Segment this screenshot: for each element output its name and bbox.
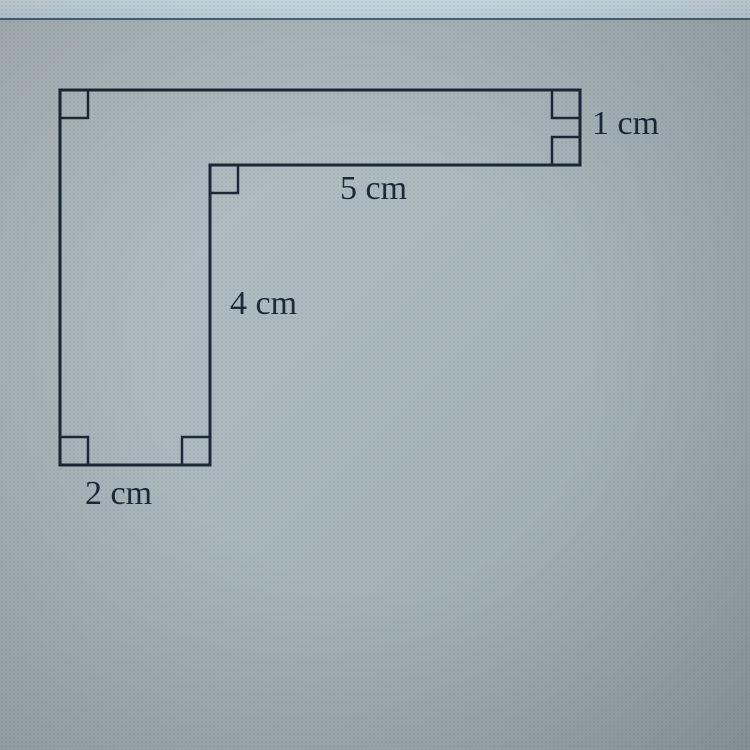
right-angle-marker: [210, 165, 238, 193]
right-angle-marker: [552, 137, 580, 165]
diagram-container: 1 cm 5 cm 4 cm 2 cm: [30, 60, 680, 600]
right-angle-marker: [182, 437, 210, 465]
label-top-inner: 5 cm: [340, 170, 407, 208]
geometry-figure: [30, 60, 680, 600]
right-angle-marker: [552, 90, 580, 118]
label-bottom: 2 cm: [85, 475, 152, 513]
right-angle-marker: [60, 437, 88, 465]
label-vertical-inner: 4 cm: [230, 285, 297, 323]
top-border-strip: [0, 0, 750, 20]
l-shape-polygon: [60, 90, 580, 465]
label-right: 1 cm: [592, 105, 659, 143]
right-angle-marker: [60, 90, 88, 118]
